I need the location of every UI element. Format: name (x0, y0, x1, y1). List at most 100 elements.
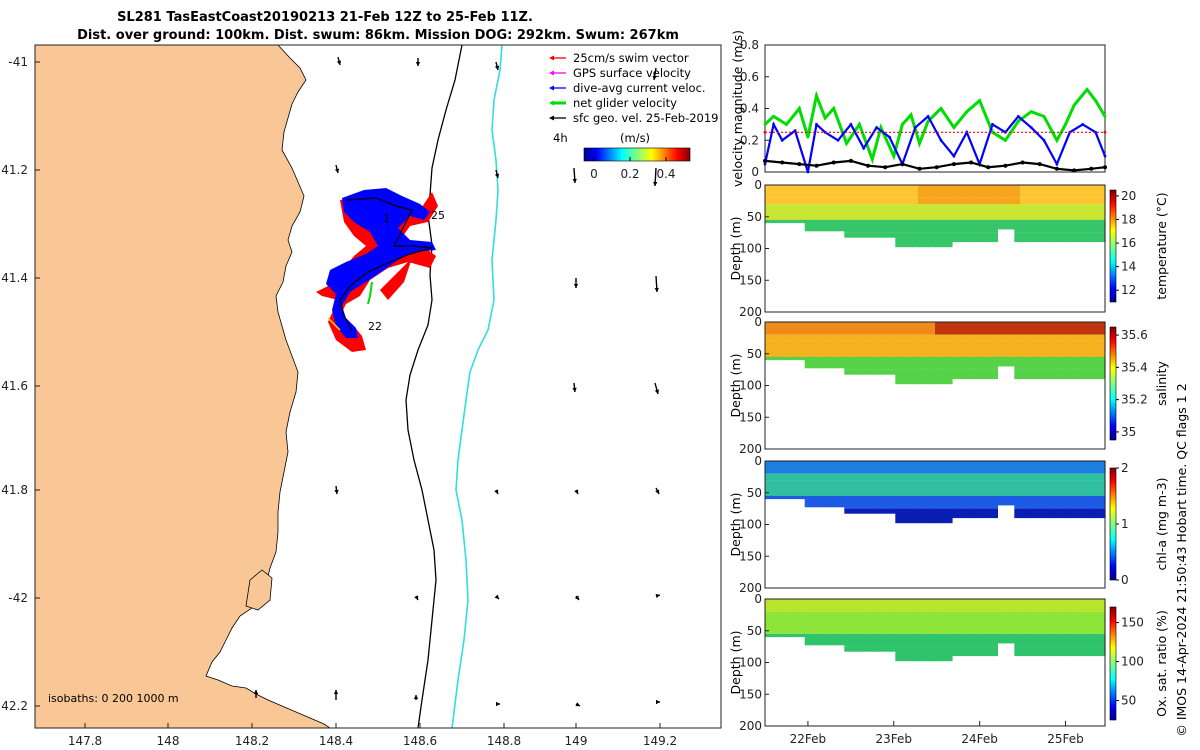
salinity-cell (1088, 356, 1095, 370)
salinity-cell (765, 322, 772, 335)
salinity-cell (1065, 341, 1072, 357)
salinity-cell (935, 369, 942, 385)
chl-a-cell (986, 495, 993, 509)
chl-a-cell (1003, 495, 1010, 506)
oxygen-cell (1003, 633, 1010, 644)
oxygen-cell (923, 618, 930, 634)
chl-a-cell (878, 480, 885, 496)
salinity-cell (821, 356, 828, 369)
salinity-cell (952, 369, 959, 380)
salinity-cell (980, 322, 987, 335)
chl-a-cell (1059, 461, 1066, 474)
temperature-cell (940, 204, 947, 220)
oxygen-cell (1025, 599, 1032, 612)
salinity-cell (872, 334, 879, 342)
salinity-cell (1082, 341, 1089, 357)
salinity-cell (1037, 334, 1044, 342)
temperature-cell (872, 185, 879, 198)
velocity-data-point (831, 160, 836, 165)
velocity-data-point (806, 170, 810, 174)
oxygen-cell (1088, 633, 1095, 647)
chl-a-cell (935, 461, 942, 474)
oxygen-cell (1025, 646, 1032, 657)
velocity-data-point (1016, 115, 1020, 118)
temperature-cell (1042, 204, 1049, 220)
oxygen-cell (1008, 599, 1015, 612)
temperature-colorbar-tick-label: 20 (1121, 189, 1136, 203)
chl-a-cell (997, 473, 1004, 481)
velocity-data-point (1029, 110, 1033, 114)
chl-a-cell (1042, 508, 1049, 519)
oxygen-cell (1082, 618, 1089, 634)
temperature-cell (1031, 185, 1038, 198)
oxygen-cell (827, 618, 834, 634)
salinity-cell (855, 322, 862, 335)
salinity-cell (1088, 334, 1095, 342)
temperature-cell (776, 204, 783, 220)
oxygen-cell (827, 599, 834, 612)
chl-a-cell (1059, 473, 1066, 481)
temperature-cell (833, 204, 840, 220)
temperature-cell (1031, 219, 1038, 233)
salinity-cell (1048, 369, 1055, 380)
velocity-data-point (845, 142, 848, 145)
temperature-cell (1003, 204, 1010, 220)
chl-a-cell (799, 473, 806, 481)
salinity-cell (833, 356, 840, 369)
temperature-cell (906, 204, 913, 220)
oxygen-cell (1059, 633, 1066, 647)
chl-a-cell (861, 495, 868, 509)
chl-a-cell (833, 495, 840, 508)
sfc-geo-arrowhead (414, 595, 419, 600)
salinity-cell (1031, 322, 1038, 335)
salinity-cell (889, 322, 896, 335)
salinity-cell (872, 322, 879, 335)
salinity-cell (1008, 334, 1015, 342)
salinity-cell (997, 334, 1004, 342)
temperature-cell (940, 232, 947, 248)
oxygen-cell (912, 599, 919, 612)
chl-a-cell (1082, 508, 1089, 519)
chl-a-cell (1065, 495, 1072, 509)
temperature-cell (929, 204, 936, 220)
velocity-data-point (1003, 163, 1008, 168)
oxygen-cell (901, 611, 908, 618)
salinity-cell (974, 334, 981, 342)
oxygen-cell (850, 633, 857, 647)
salinity-cell (787, 341, 794, 357)
salinity-cell (997, 356, 1004, 367)
oxygen-cell (1054, 599, 1061, 612)
oxygen-cell (782, 633, 789, 638)
temperature-cell (1031, 197, 1038, 205)
velocity-y-axis-label: velocity magnitude (m/s) (730, 30, 745, 187)
chl-a-cell (1076, 495, 1083, 509)
temperature-variable-label: temperature (°C) (1154, 192, 1169, 299)
oxygen-cell (969, 599, 976, 612)
velocity-data-point (934, 165, 939, 170)
salinity-cell (838, 322, 845, 335)
chl-a-cell (827, 473, 834, 481)
map-y-tick-label: 41.4 (1, 271, 28, 285)
velocity-data-point (913, 126, 917, 129)
temperature-cell (1088, 232, 1095, 243)
temperature-cell (782, 204, 789, 220)
oxygen-cell (1031, 611, 1038, 618)
salinity-colorbar-tick-label: 35.6 (1121, 328, 1148, 342)
chl-a-cell (884, 461, 891, 474)
salinity-cell (991, 322, 998, 335)
chl-a-cell (1054, 480, 1061, 496)
temperature-cell (1054, 204, 1061, 220)
oxygen-cell (1042, 611, 1049, 618)
chl-a-cell (770, 495, 777, 500)
oxygen-y-tick-label: 50 (747, 624, 762, 638)
chl-a-cell (787, 480, 794, 496)
chl-a-cell (1020, 480, 1027, 496)
oxygen-cell (816, 618, 823, 634)
oxygen-cell (997, 611, 1004, 618)
isobath-1000m (451, 45, 503, 728)
salinity-cell (1059, 322, 1066, 335)
oxygen-cell (1037, 611, 1044, 618)
velocity-y-tick-label: 0.6 (740, 70, 759, 84)
chl-a-cell (884, 495, 891, 509)
